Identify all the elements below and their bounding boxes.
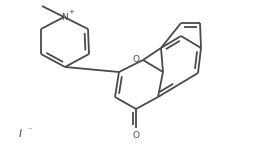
- Text: ⁻: ⁻: [28, 125, 32, 135]
- Text: N: N: [61, 13, 67, 22]
- Text: O: O: [133, 132, 140, 141]
- Text: I: I: [18, 129, 21, 139]
- Text: +: +: [68, 9, 74, 15]
- Text: O: O: [133, 54, 140, 63]
